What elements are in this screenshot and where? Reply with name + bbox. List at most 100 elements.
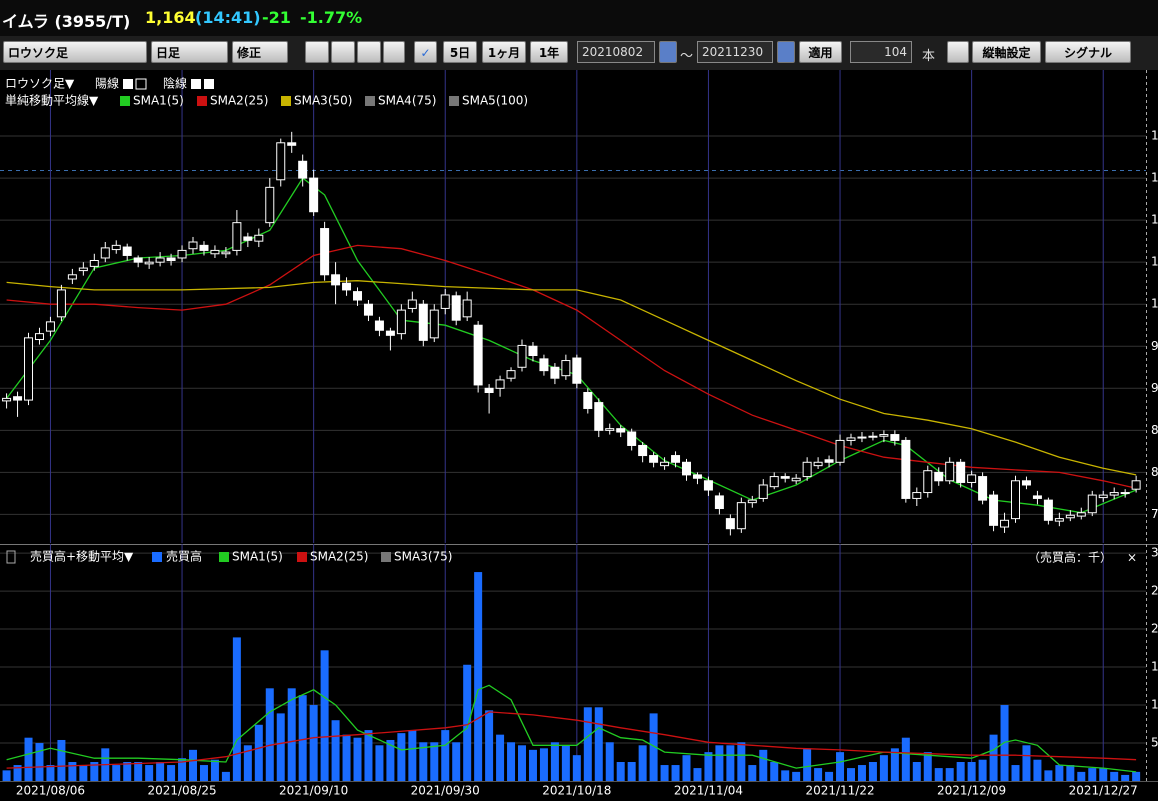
candle-body	[199, 244, 209, 251]
volume-bar	[57, 739, 66, 781]
volume-bar	[1121, 774, 1130, 781]
volume-bar	[243, 745, 252, 781]
legend-swatch	[381, 552, 391, 562]
volume-bar	[386, 739, 395, 781]
candle-body	[703, 480, 713, 491]
tool-icon[interactable]	[357, 41, 381, 63]
candle-body	[725, 518, 735, 530]
volume-bar	[46, 765, 55, 781]
volume-bar	[890, 748, 899, 781]
volume-bar	[868, 762, 877, 781]
volume-bar	[112, 765, 121, 781]
volume-bar	[496, 734, 505, 781]
candle-body	[824, 459, 834, 463]
volume-bar	[254, 724, 263, 781]
candle-body	[100, 247, 110, 259]
period-select[interactable]: 日足	[151, 41, 228, 63]
volume-bar	[79, 765, 88, 781]
volume-bar	[836, 752, 845, 781]
tool-icon[interactable]	[305, 41, 329, 63]
volume-bar	[1077, 771, 1086, 781]
close-button[interactable]: ×	[1127, 551, 1137, 565]
volume-bar	[967, 762, 976, 781]
candle-body	[1043, 499, 1053, 521]
volume-bar	[298, 695, 307, 781]
calendar-icon[interactable]	[659, 41, 677, 63]
time: (14:41)	[195, 8, 261, 27]
candle-body	[616, 428, 626, 433]
x-tick-label: 2021/09/10	[279, 784, 348, 798]
volume-bar	[583, 707, 592, 781]
candle-body	[473, 324, 483, 386]
chart-type-select[interactable]: ロウソク足	[3, 41, 147, 63]
date-from[interactable]: 20210802	[577, 41, 655, 63]
candle-body	[484, 387, 494, 393]
count-input[interactable]: 104	[850, 41, 912, 63]
volume-bar	[561, 745, 570, 781]
settings-icon[interactable]	[383, 41, 405, 63]
volume-bar	[682, 755, 691, 781]
legend-swatch	[281, 96, 291, 106]
volume-bar	[474, 572, 483, 781]
legend-swatch	[152, 552, 162, 562]
volume-bar	[1066, 765, 1075, 781]
volume-bar	[594, 707, 603, 781]
candle-body	[714, 495, 724, 510]
check-icon[interactable]: ✓	[414, 41, 437, 63]
axis-settings-button[interactable]: 縦軸設定	[972, 41, 1041, 63]
price: 1,164	[145, 8, 196, 27]
apply-button[interactable]: 適用	[799, 41, 842, 63]
volume-bar	[309, 705, 318, 781]
candle-body	[451, 295, 461, 321]
candle-body	[605, 428, 615, 431]
volume-bar	[463, 664, 472, 781]
candle-body	[342, 282, 352, 291]
candle-body	[802, 461, 812, 478]
range-button[interactable]: 1ヶ月	[482, 41, 526, 63]
flag-icon[interactable]	[947, 41, 969, 63]
volume-bar	[704, 752, 713, 781]
volume-bar	[814, 768, 823, 781]
legend-swatch	[297, 552, 307, 562]
x-tick-label: 2021/12/09	[937, 784, 1006, 798]
volume-bar	[452, 742, 461, 781]
volume-bar	[934, 768, 943, 781]
volume-bar	[408, 730, 417, 781]
legend-swatch	[219, 552, 229, 562]
adjust-select[interactable]: 修正	[232, 41, 288, 63]
volume-bar	[803, 748, 812, 781]
y-tick-label: 1	[1151, 171, 1158, 185]
candle-body	[572, 357, 582, 384]
range-button[interactable]: 1年	[530, 41, 568, 63]
legend-label: SMA1(5)	[133, 94, 184, 108]
volume-bar	[923, 752, 932, 781]
x-tick-label: 2021/08/06	[16, 784, 85, 798]
candle-body	[265, 186, 275, 224]
candle-body	[320, 228, 330, 276]
range-button[interactable]: 5日	[443, 41, 477, 63]
candle-body	[583, 391, 593, 409]
volume-bar	[210, 759, 219, 781]
candle-body	[78, 267, 88, 272]
signal-button[interactable]: シグナル	[1045, 41, 1131, 63]
change-pct: -1.77%	[300, 8, 363, 27]
date-to[interactable]: 20211230	[697, 41, 773, 63]
legend-swatch	[365, 96, 375, 106]
calendar-icon[interactable]	[777, 41, 795, 63]
volume-bar	[1132, 771, 1141, 781]
candle-body	[945, 461, 955, 482]
volume-bar	[956, 762, 965, 781]
legend-title: 売買高+移動平均▼	[30, 549, 134, 564]
volume-bar	[1011, 765, 1020, 781]
candle-body	[144, 261, 154, 265]
volume-bar	[879, 755, 888, 781]
volume-bar	[616, 762, 625, 781]
candle-body	[769, 476, 779, 488]
candle-body	[1131, 480, 1141, 490]
volume-bar	[178, 758, 187, 781]
candle-body	[627, 431, 637, 446]
candle-body	[956, 461, 966, 483]
x-tick-label: 2021/11/22	[805, 784, 874, 798]
tool-icon[interactable]	[331, 41, 355, 63]
candle-body	[1076, 512, 1086, 517]
